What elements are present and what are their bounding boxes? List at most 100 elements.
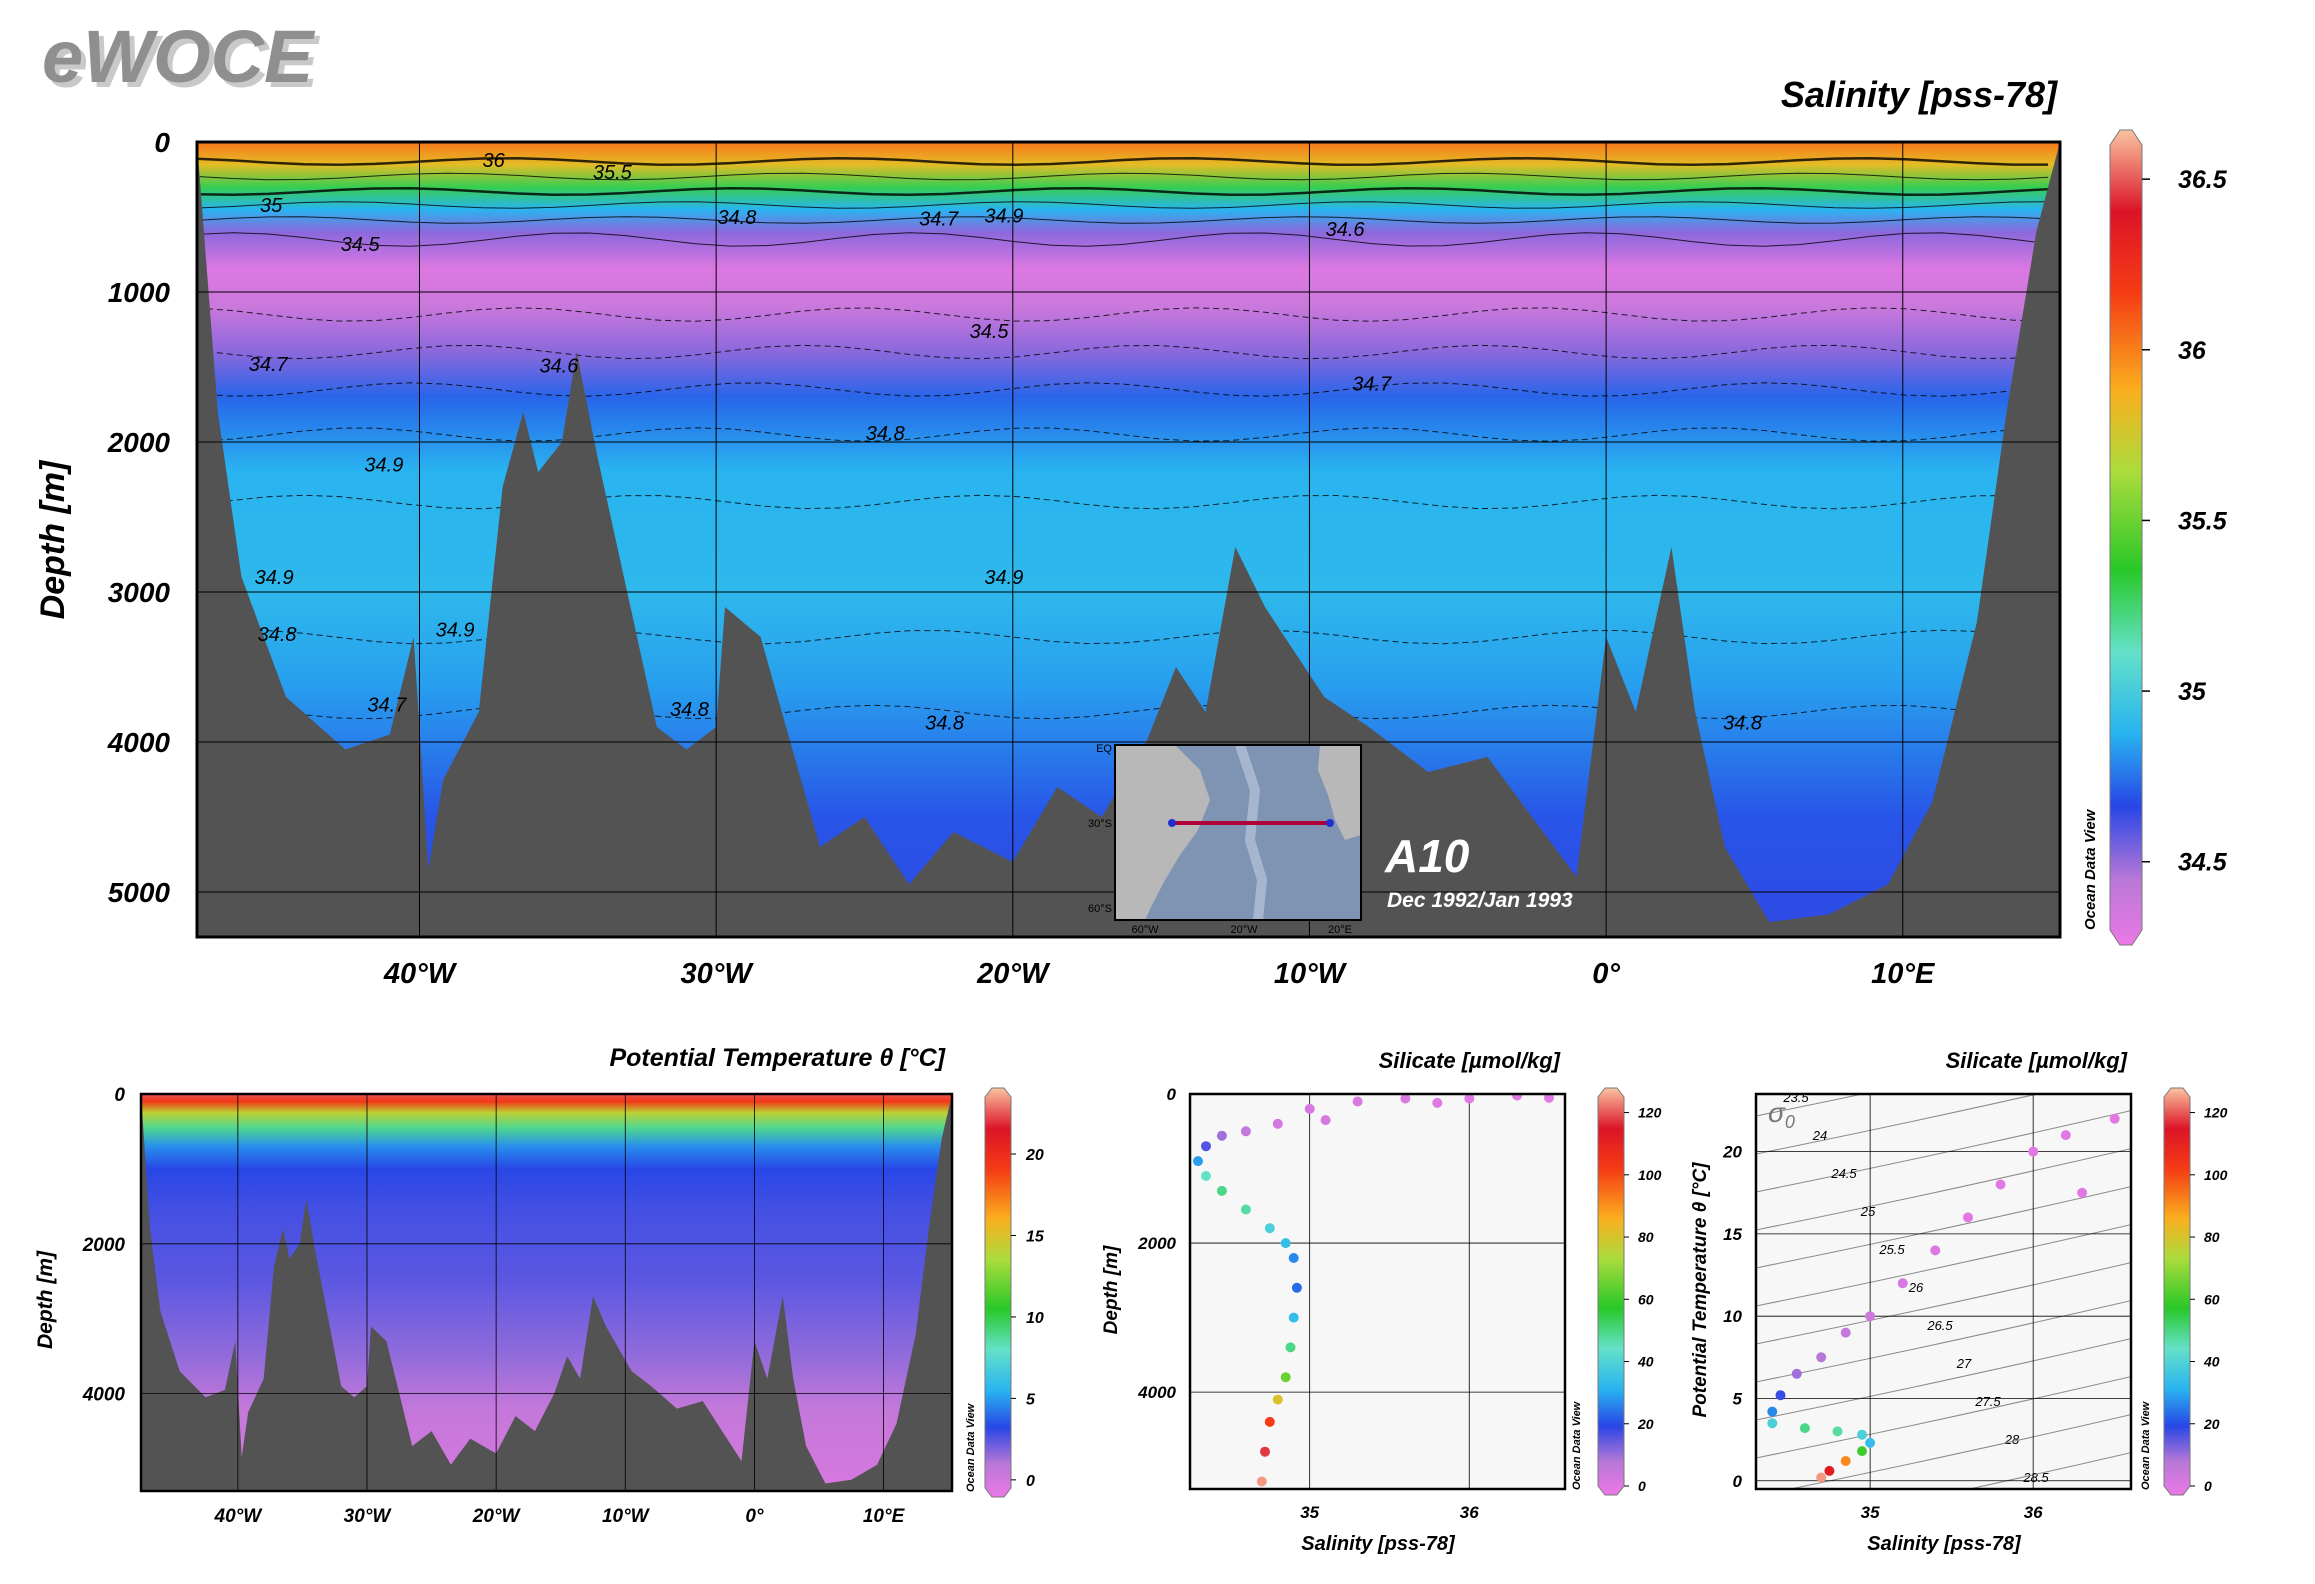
- ts-isopycnal-label: 25: [1860, 1204, 1876, 1219]
- main-contour-line: [197, 216, 2049, 224]
- sil-depth-colorbar-tick-label: 20: [1637, 1416, 1654, 1432]
- ts-isopycnal-label: 28: [2004, 1432, 2020, 1447]
- ts-point: [1767, 1406, 1778, 1417]
- ts-y-ticks: 0 5 10 15 20: [1722, 1143, 1742, 1491]
- ts-point: [1832, 1426, 1843, 1437]
- sil-depth-y-ticks: 0 2000 4000: [1137, 1085, 1176, 1402]
- main-contour-label: 34.6: [1326, 219, 1366, 241]
- temp-odv-watermark: Ocean Data View: [965, 1402, 977, 1492]
- main-contour-label: 36: [483, 150, 506, 172]
- sil-depth-point: [1320, 1115, 1331, 1126]
- main-y-tick-label: 4000: [107, 727, 171, 758]
- sil-depth-plot-frame: [1188, 1092, 1567, 1491]
- ts-sigma-symbol: σ: [1768, 1097, 1786, 1128]
- ts-point: [1816, 1352, 1827, 1363]
- temp-colorbar-tick-label: 0: [1026, 1473, 1035, 1490]
- ts-y-tick-label: 5: [1733, 1389, 1743, 1408]
- sil-depth-point: [1291, 1282, 1302, 1293]
- inset-africa: [1318, 745, 1361, 840]
- ewoce-logo: eWOCE: [42, 15, 316, 98]
- temp-colorbar-tick-label: 15: [1026, 1228, 1045, 1245]
- sil-depth-point: [1240, 1204, 1251, 1215]
- ts-colorbar-tick-label: 40: [2203, 1354, 2220, 1370]
- ts-point: [2109, 1113, 2120, 1124]
- ts-point: [1767, 1418, 1778, 1429]
- sil-depth-point: [1272, 1394, 1283, 1405]
- main-contour-line: [197, 172, 2049, 181]
- cruise-dates-label: Dec 1992/Jan 1993: [1387, 889, 1573, 912]
- ts-point: [1791, 1368, 1802, 1379]
- main-contour-lines: [197, 156, 2049, 720]
- sil-depth-x-axis-label: Salinity [pss-78]: [1301, 1533, 1456, 1555]
- ts-y-axis-label: Potential Temperature θ [°C]: [1690, 1162, 1711, 1418]
- main-contour-line: [197, 232, 2049, 247]
- ts-isopycnals: 23.5 24 24.5 25 25.5 26 26.5 27 27.5 28 28.5 29: [1756, 1094, 2131, 1489]
- main-contour-label: 34.8: [866, 423, 905, 445]
- main-contour-line: [197, 156, 2049, 167]
- inset-label-20w: 20°W: [1230, 924, 1258, 936]
- main-contour-label: 34.5: [341, 234, 381, 256]
- temp-x-tick-label: 40°W: [214, 1506, 264, 1527]
- sil-depth-point: [1288, 1312, 1299, 1323]
- ts-point: [1824, 1465, 1835, 1476]
- temp-y-ticks: 0 2000 4000: [82, 1085, 126, 1406]
- ewoce-logo-shadow: eWOCE: [47, 20, 321, 103]
- temp-x-tick-label: 10°E: [863, 1506, 906, 1527]
- inset-label-eq: EQ: [1096, 743, 1112, 755]
- main-colorbar-tick-label: 36: [2178, 337, 2207, 365]
- temp-x-tick-label: 30°W: [344, 1506, 393, 1527]
- sil-depth-point: [1400, 1094, 1411, 1104]
- main-contour-labels: 36 35.5 35 34.8 34.7 34.5 34.9 34.6 34.5 34.7 34.6…: [249, 150, 1762, 735]
- ts-isopycnal-line: [1756, 1148, 2131, 1231]
- main-y-tick-label: 3000: [108, 577, 171, 608]
- temp-y-tick-label: 4000: [82, 1385, 126, 1406]
- main-y-tick-label: 1000: [108, 277, 171, 308]
- sil-depth-colorbar-tick-label: 80: [1638, 1229, 1654, 1245]
- ts-isopycnal-line: [1756, 1094, 2040, 1155]
- ts-colorbar-tick-label: 100: [2204, 1167, 2228, 1183]
- sil-depth-title: Silicate [µmol/kg]: [1379, 1048, 1561, 1073]
- sil-depth-point: [1264, 1416, 1275, 1427]
- main-contour-label: 34.8: [670, 699, 709, 721]
- ts-point: [2077, 1187, 2088, 1198]
- inset-label-60w: 60°W: [1131, 924, 1159, 936]
- ts-isopycnal-line: [1756, 1262, 2131, 1345]
- temp-grid: [141, 1094, 952, 1491]
- ts-isopycnal-line: [1756, 1094, 1865, 1117]
- inset-label-60s: 60°S: [1088, 903, 1112, 915]
- ts-point: [1799, 1423, 1810, 1434]
- temp-colorbar-ticks: 20 15 10 5 0: [1011, 1147, 1045, 1490]
- main-x-tick-label: 40°W: [383, 958, 458, 990]
- sil-depth-y-axis-label: Depth [m]: [1101, 1245, 1122, 1334]
- ts-point: [1840, 1456, 1851, 1466]
- ts-y-tick-label: 10: [1723, 1307, 1742, 1326]
- main-contour-label: 34.7: [367, 695, 407, 717]
- temp-colorbar-tick-label: 10: [1026, 1310, 1044, 1327]
- inset-label-20e: 20°E: [1328, 924, 1352, 936]
- main-x-tick-label: 0°: [1592, 958, 1620, 990]
- ts-isopycnal-line: [1756, 1186, 2131, 1269]
- ts-y-tick-label: 15: [1723, 1225, 1742, 1244]
- ts-isopycnal-line: [1756, 1110, 2131, 1193]
- main-x-tick-label: 10°E: [1871, 958, 1936, 990]
- temp-y-tick-label: 2000: [82, 1235, 126, 1256]
- sil-depth-point: [1285, 1342, 1296, 1353]
- inset-track-end: [1326, 819, 1334, 827]
- sil-depth-point: [1280, 1238, 1291, 1249]
- sil-depth-point: [1280, 1372, 1291, 1383]
- main-contour-label: 34.7: [1352, 374, 1392, 396]
- sil-depth-point: [1512, 1094, 1523, 1101]
- sil-depth-point: [1193, 1156, 1203, 1167]
- main-contour-label: 34.9: [984, 206, 1023, 228]
- ts-plot-bg: [1756, 1094, 2131, 1489]
- ts-isopycnal-label: 26.5: [1926, 1318, 1953, 1333]
- main-colorbar-tick-label: 35.5: [2178, 507, 2228, 535]
- inset-map: EQ 30°S 60°S 60°W 20°W 20°E: [1088, 743, 1362, 936]
- ts-point: [1816, 1472, 1827, 1483]
- sil-depth-point: [1216, 1130, 1227, 1141]
- main-contour-label: 34.8: [717, 207, 756, 229]
- ts-colorbar-tick-label: 0: [2204, 1478, 2212, 1494]
- main-contour-label: 34.6: [539, 356, 579, 378]
- ts-point: [2028, 1146, 2039, 1157]
- main-contour-label: 34.7: [249, 354, 289, 376]
